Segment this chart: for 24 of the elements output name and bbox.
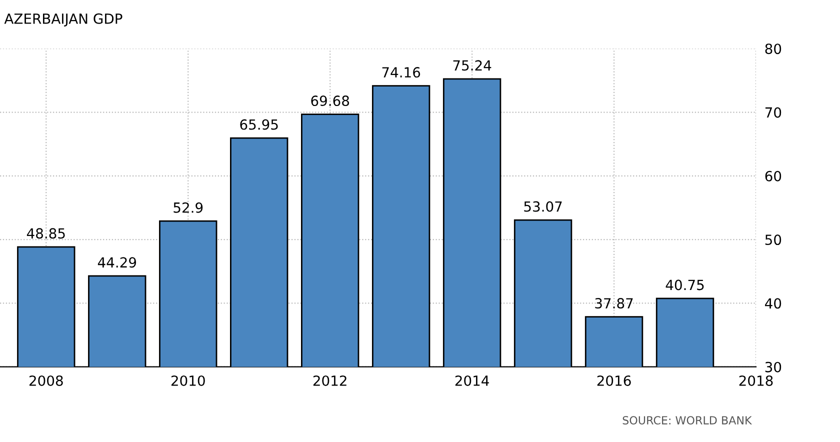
source-note: SOURCE: WORLD BANK	[622, 416, 752, 424]
data-label: 44.29	[98, 257, 136, 268]
data-label: 53.07	[524, 201, 562, 212]
data-label: 75.24	[453, 60, 492, 71]
x-tick-label: 2018	[739, 375, 773, 386]
y-tick-label: 40	[765, 298, 782, 309]
data-label: 74.16	[382, 67, 420, 78]
y-tick-label: 50	[765, 234, 782, 246]
y-tick-label: 30	[765, 362, 782, 372]
data-label: 52.9	[174, 202, 203, 213]
x-tick-label: 2008	[29, 375, 63, 386]
x-tick-label: 2014	[455, 375, 489, 386]
x-tick-label: 2010	[171, 375, 205, 386]
y-tick-label: 60	[765, 170, 782, 182]
data-label: 37.87	[595, 298, 633, 309]
data-label: 65.95	[240, 119, 278, 130]
data-label: 48.85	[26, 228, 65, 239]
y-tick-label: 80	[765, 44, 782, 54]
chart-title: AZERBAIJAN GDP	[4, 13, 122, 26]
x-tick-label: 2016	[597, 375, 631, 386]
x-tick-label: 2012	[313, 375, 346, 386]
y-tick-label: 70	[765, 107, 782, 118]
data-label: 69.68	[311, 96, 350, 106]
data-label: 40.75	[666, 280, 704, 290]
